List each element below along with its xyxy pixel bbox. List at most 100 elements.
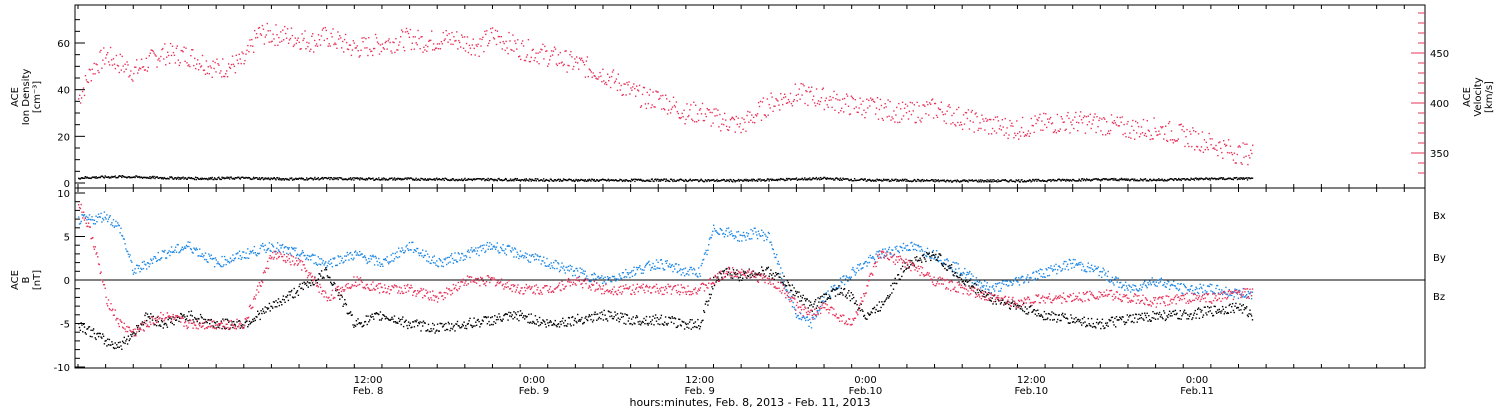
density-point [606,179,609,181]
density-point [1047,179,1050,181]
density-point [102,176,105,179]
velocity-point [467,51,470,54]
by-point [788,298,790,301]
by-point [888,246,891,249]
by-point [679,268,682,270]
by-point [740,234,742,236]
density-point [1052,179,1054,181]
by-point [436,260,438,262]
bx-point [426,330,428,332]
by-point [329,263,331,265]
density-point [252,178,254,180]
density-point [964,180,967,182]
by-point [889,253,891,255]
bx-point [359,322,361,324]
velocity-point [1179,124,1181,126]
density-point [915,180,917,183]
velocity-point [872,98,874,100]
velocity-point [539,51,541,53]
density-point [689,178,692,180]
density-point [102,175,104,178]
density-point [529,178,532,181]
by-point [459,259,461,261]
by-point [506,245,508,247]
bx-point [83,323,85,325]
density-point [1000,180,1002,182]
velocity-point [451,31,453,34]
velocity-point [461,36,464,38]
density-point [1217,178,1220,181]
density-point [1221,178,1224,180]
bx-point [350,314,353,316]
by-point [838,287,840,289]
by-point [112,224,114,227]
by-point [1120,281,1122,284]
velocity-point [950,123,952,125]
velocity-point [503,42,505,45]
by-point [208,253,210,255]
density-point [596,179,598,181]
by-point [186,245,188,248]
density-point [639,179,641,181]
by-point [158,259,160,261]
by-point [669,266,672,268]
by-point [143,260,145,263]
velocity-point [804,102,806,105]
density-point [1086,178,1088,180]
velocity-point [1000,129,1002,131]
by-point [603,281,605,283]
bx-point [315,280,317,282]
by-point [939,254,941,256]
bx-point [78,323,80,325]
density-point [209,178,211,180]
bx-point [459,327,461,329]
density-point [664,180,667,182]
velocity-point [404,31,407,33]
bx-point [193,321,195,323]
bx-point [407,321,410,323]
density-point [370,178,372,180]
by-point [699,275,702,277]
density-point [947,179,949,182]
velocity-point [1170,130,1173,132]
bx-point [263,312,266,314]
velocity-point [1239,146,1241,148]
bx-point [474,325,476,327]
by-point [1222,290,1225,293]
by-point [1105,279,1108,281]
by-point [874,261,876,263]
velocity-point [511,49,513,51]
bx-point [623,322,625,325]
density-point [587,179,589,181]
density-point [638,178,640,181]
velocity-point [554,48,557,50]
by-point [548,265,550,267]
velocity-point [1086,124,1089,126]
by-point [298,254,300,256]
density-point [559,178,561,181]
density-point [1134,178,1136,180]
velocity-point [789,92,792,95]
density-point [1198,177,1201,180]
density-point [375,177,377,180]
by-point [993,288,995,290]
velocity-point [649,88,651,91]
density-point [1189,179,1191,181]
by-point [155,260,158,263]
bx-point [179,317,181,320]
velocity-point [616,89,619,92]
velocity-point [1041,120,1043,122]
by-point [170,246,173,248]
by-point [1129,291,1132,293]
bx-point [165,324,168,326]
velocity-point [632,86,634,88]
bx-point [460,327,462,329]
density-point [590,180,592,182]
by-point [765,235,767,237]
bx-point [163,323,165,326]
by-point [136,264,138,266]
velocity-point [88,68,90,71]
velocity-point [436,43,439,45]
density-tick-label: 60 [57,39,70,50]
by-point [146,262,149,264]
